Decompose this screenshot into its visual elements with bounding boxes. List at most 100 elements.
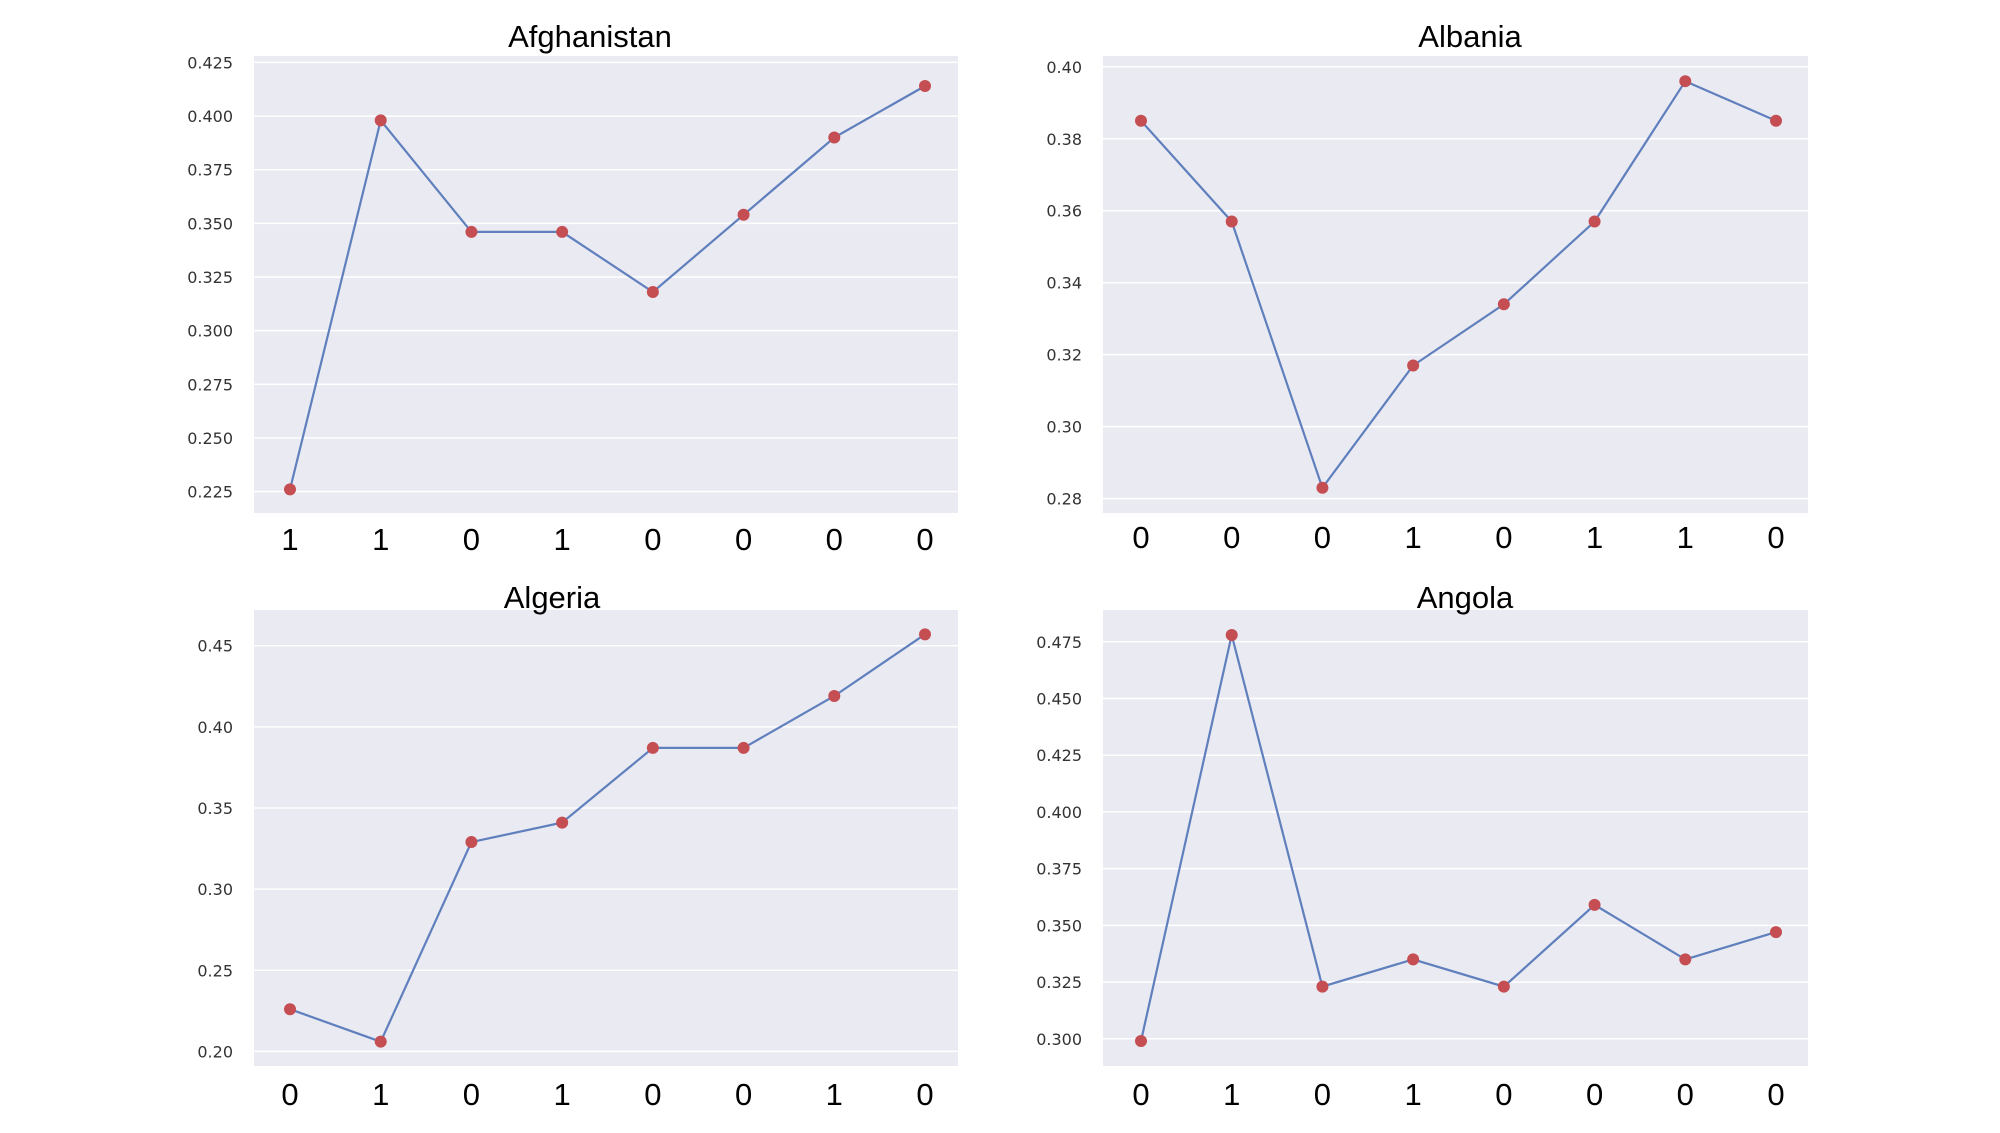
data-point [1588,215,1601,228]
plot-area-2 [254,610,958,1066]
y-tick-label: 0.300 [187,322,233,341]
y-tick-label: 0.375 [1036,860,1082,879]
x-tick-label: 0 [1223,520,1240,555]
y-tick-label: 0.34 [1046,274,1082,293]
data-point [374,114,387,127]
data-point [1588,898,1601,911]
x-tick-label: 0 [281,1077,298,1112]
data-point [1497,980,1510,993]
y-tick-label: 0.425 [187,53,233,72]
y-tick-label: 0.45 [197,637,233,656]
data-point [1770,926,1782,939]
x-tick-label: 0 [1314,520,1331,555]
data-point [919,80,931,93]
y-tick-label: 0.30 [197,880,233,899]
data-point [828,690,841,703]
chart-title: Angola [1417,580,1514,615]
x-tick-label: 0 [916,1077,933,1112]
y-tick-label: 0.28 [1046,490,1082,509]
y-tick-label: 0.400 [187,107,233,126]
y-tick-label: 0.425 [1036,746,1082,765]
y-tick-label: 0.250 [187,429,233,448]
x-tick-label: 0 [735,522,752,557]
chart-panel-1: 0.28 0.30 0.32 0.34 0.36 0.38 0.40 Albania 0 0 0 1 0… [1046,19,1808,555]
x-tick-label: 0 [1495,520,1512,555]
chart-title: Algeria [504,580,601,615]
chart-title: Albania [1418,19,1522,54]
data-point [1135,114,1147,127]
y-tick-label: 0.300 [1036,1030,1082,1049]
x-tick-label: 0 [916,522,933,557]
data-point [1679,75,1692,88]
x-tick-label: 0 [1132,1077,1149,1112]
data-point [556,225,569,238]
x-tick-label: 1 [554,522,571,557]
y-tick-label: 0.375 [187,161,233,180]
series-line [288,85,926,490]
y-tick-label: 0.20 [197,1042,233,1061]
x-tick-label: 0 [1586,1077,1603,1112]
y-tick-label: 0.32 [1046,346,1082,365]
plot-area-3 [1103,610,1808,1066]
data-point [374,1035,387,1048]
chart-panel-3: 0.300 0.325 0.350 0.375 0.400 0.425 0.450 0.475… [1036,580,1808,1112]
x-tick-label: 0 [644,522,661,557]
x-tick-label: 0 [1314,1077,1331,1112]
x-tick-label: 0 [463,522,480,557]
data-point [828,131,841,144]
series-line [1139,634,1777,1042]
data-point [1135,1035,1147,1048]
x-tick-label: 1 [372,1077,389,1112]
data-point [1316,980,1329,993]
y-tick-label: 0.325 [187,268,233,287]
y-tick-label: 0.38 [1046,130,1082,149]
plot-area-1 [1103,56,1808,513]
y-tick-label: 0.350 [1036,916,1082,935]
y-tick-label: 0.475 [1036,633,1082,652]
x-tick-label: 1 [281,522,298,557]
data-point [1679,953,1692,966]
y-tick-label: 0.275 [187,375,233,394]
chart-panel-2: 0.20 0.25 0.30 0.35 0.40 0.45 Algeria 0 1 0 1 0 0 1 0 [197,580,958,1112]
x-tick-label: 1 [372,522,389,557]
data-point [1316,481,1329,494]
x-tick-label: 0 [826,522,843,557]
y-tick-label: 0.40 [197,718,233,737]
data-point [737,208,750,221]
x-tick-label: 1 [826,1077,843,1112]
y-tick-label: 0.30 [1046,418,1082,437]
x-tick-label: 1 [1586,520,1603,555]
y-tick-label: 0.350 [187,214,233,233]
y-tick-label: 0.35 [197,799,233,818]
chart-panel-0: 0.225 0.250 0.275 0.300 0.325 0.350 0.375 0.400… [187,19,958,557]
data-point [284,483,296,496]
data-point [284,1003,296,1016]
data-point [1407,359,1420,372]
x-tick-label: 1 [1405,1077,1422,1112]
x-tick-label: 0 [1767,1077,1784,1112]
y-tick-label: 0.325 [1036,973,1082,992]
data-point [1407,953,1420,966]
y-tick-label: 0.25 [197,961,233,980]
x-tick-label: 0 [1495,1077,1512,1112]
y-tick-label: 0.40 [1046,58,1082,77]
x-tick-label: 0 [1767,520,1784,555]
data-point [919,628,931,641]
y-tick-label: 0.225 [187,483,233,502]
x-tick-label: 0 [735,1077,752,1112]
data-point [646,286,659,299]
data-point [1225,215,1238,228]
data-point [1770,114,1782,127]
data-point [465,836,478,849]
x-tick-label: 0 [1132,520,1149,555]
series-line [289,633,926,1044]
x-tick-label: 0 [644,1077,661,1112]
x-tick-label: 1 [554,1077,571,1112]
data-point [646,741,659,754]
data-point [1225,628,1238,641]
data-point [556,816,569,829]
chart-title: Afghanistan [508,19,672,54]
x-tick-label: 1 [1223,1077,1240,1112]
series-line [1140,79,1777,491]
